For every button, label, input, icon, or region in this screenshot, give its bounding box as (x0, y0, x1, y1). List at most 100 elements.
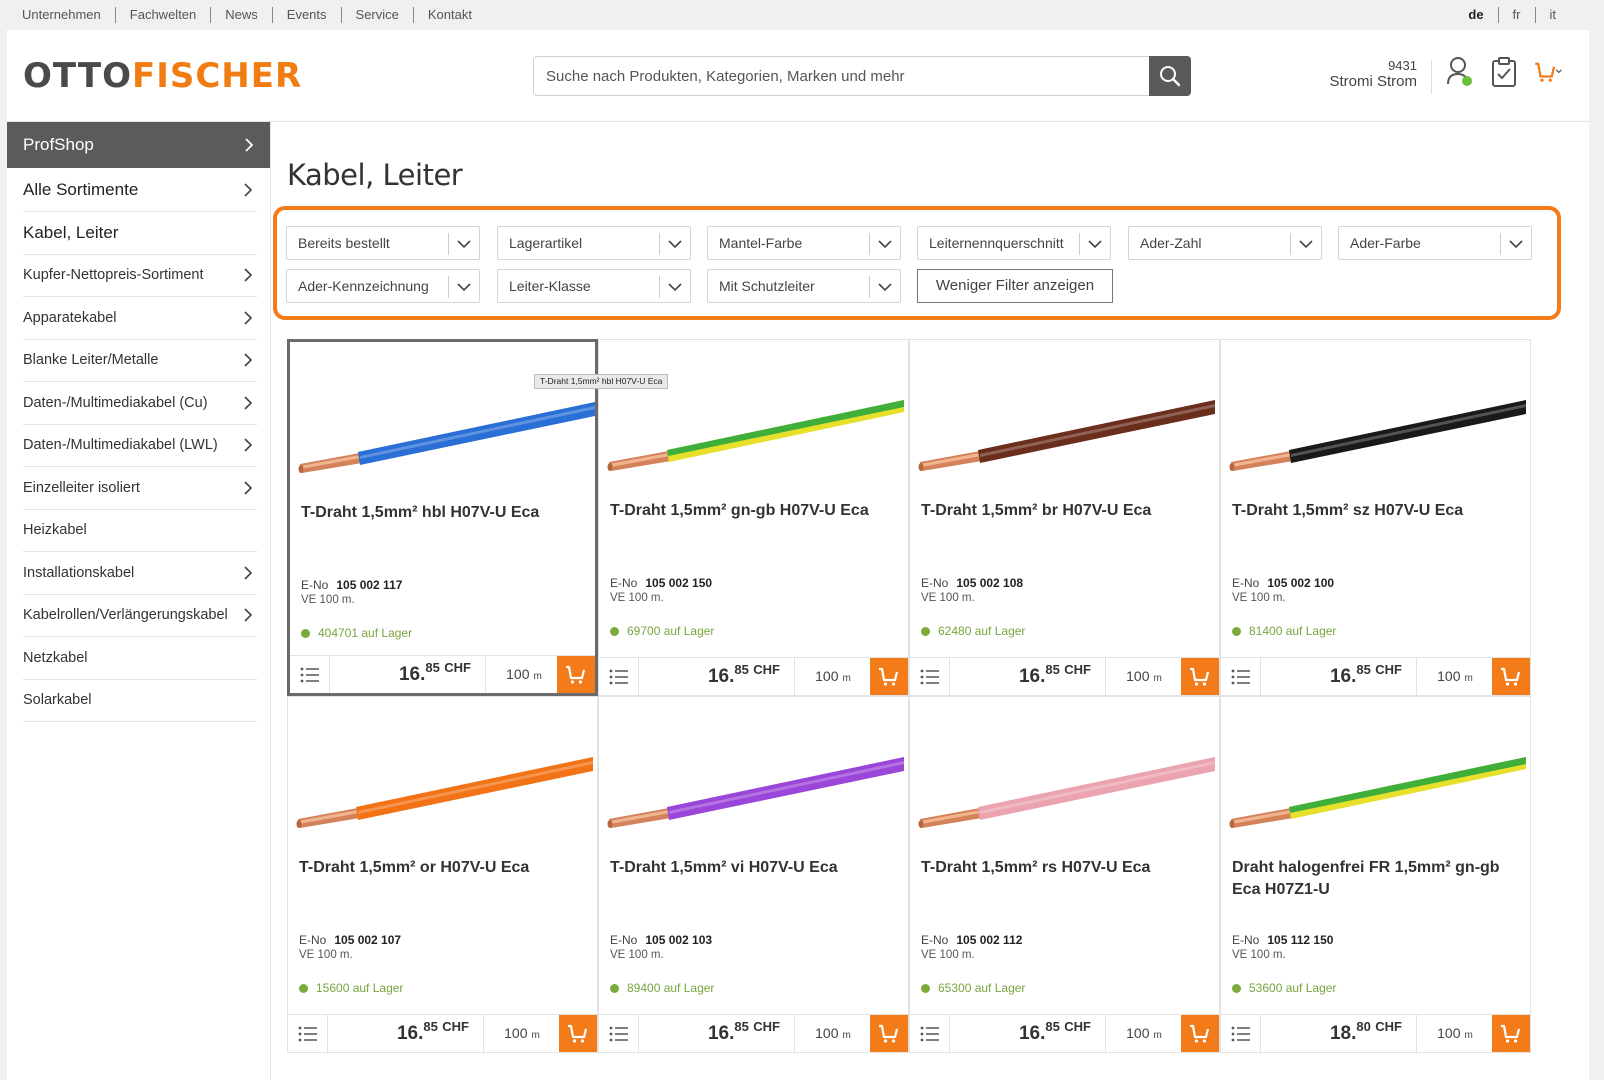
product-card[interactable]: T-Draht 1,5mm² hbl H07V-U Eca E-No 105 002… (287, 339, 598, 696)
filter-dropdown[interactable]: Mit Schutzleiter (707, 269, 901, 303)
quantity-input[interactable]: 100 m (795, 658, 871, 695)
add-to-list-button[interactable] (910, 658, 950, 695)
add-to-cart-button[interactable] (559, 1015, 597, 1052)
quantity-input[interactable]: 100 m (1417, 658, 1493, 695)
product-name[interactable]: Draht halogenfrei FR 1,5mm² gn-gb Eca H0… (1232, 859, 1500, 898)
filter-dropdown[interactable]: Leiternennquerschnitt (917, 226, 1111, 260)
filter-dropdown[interactable]: Lagerartikel (497, 226, 691, 260)
sidebar-item[interactable]: Einzelleiter isoliert (23, 467, 257, 510)
quantity-unit: m (1153, 1030, 1162, 1041)
sidebar-item[interactable]: Kupfer-Nettopreis-Sortiment (23, 255, 257, 297)
product-name[interactable]: T-Draht 1,5mm² sz H07V-U Eca (1232, 502, 1464, 519)
top-link-events[interactable]: Events (271, 7, 341, 23)
sidebar-item[interactable]: Alle Sortimente (23, 168, 257, 212)
quantity-input[interactable]: 100 m (484, 1015, 560, 1052)
product-name[interactable]: T-Draht 1,5mm² or H07V-U Eca (299, 859, 530, 876)
add-to-list-button[interactable] (599, 1015, 639, 1052)
product-image[interactable] (599, 350, 910, 480)
clipboard-icon[interactable] (1489, 54, 1519, 90)
product-card[interactable]: T-Draht 1,5mm² or H07V-U Eca E-No 105 002 … (287, 696, 598, 1053)
sidebar-item[interactable]: Daten-/Multimediakabel (LWL) (23, 425, 257, 467)
top-link-unternehmen[interactable]: Unternehmen (22, 7, 101, 22)
product-card[interactable]: T-Draht 1,5mm² vi H07V-U Eca E-No 105 002 … (598, 696, 909, 1053)
quantity-input[interactable]: 100 m (486, 656, 562, 693)
add-to-cart-button[interactable] (1181, 1015, 1219, 1052)
price-currency: CHF (753, 1019, 780, 1034)
product-footer: 16.85 CHF 100 m (290, 655, 595, 693)
quantity-value: 100 (506, 666, 530, 682)
filter-dropdown[interactable]: Leiter-Klasse (497, 269, 691, 303)
sidebar-item[interactable]: Apparatekabel (23, 297, 257, 340)
add-to-cart-button[interactable] (1492, 658, 1530, 695)
product-name[interactable]: T-Draht 1,5mm² rs H07V-U Eca (921, 859, 1151, 876)
product-ve: VE 100 m. (299, 949, 353, 961)
product-image[interactable] (1221, 707, 1532, 837)
add-to-list-button[interactable] (1221, 658, 1261, 695)
sidebar-item[interactable]: Blanke Leiter/Metalle (23, 340, 257, 382)
quantity-input[interactable]: 100 m (795, 1015, 871, 1052)
sidebar-item[interactable]: Kabelrollen/Verlängerungskabel (23, 595, 257, 637)
sidebar-item[interactable]: Installationskabel (23, 552, 257, 595)
add-to-cart-button[interactable] (1492, 1015, 1530, 1052)
product-name[interactable]: T-Draht 1,5mm² hbl H07V-U Eca (301, 504, 540, 521)
product-card[interactable]: T-Draht 1,5mm² br H07V-U Eca E-No 105 002 … (909, 339, 1220, 696)
top-link-service[interactable]: Service (340, 7, 413, 23)
filter-dropdown[interactable]: Ader-Farbe (1338, 226, 1532, 260)
filter-separator (1500, 233, 1501, 255)
add-to-list-button[interactable] (599, 658, 639, 695)
add-to-list-button[interactable] (1221, 1015, 1261, 1052)
top-link-kontakt[interactable]: Kontakt (412, 7, 486, 23)
logo[interactable]: OTTOFISCHER (23, 56, 302, 96)
product-image[interactable] (910, 707, 1221, 837)
less-filters-button[interactable]: Weniger Filter anzeigen (917, 269, 1113, 303)
lang-it[interactable]: it (1534, 7, 1556, 23)
add-to-cart-button[interactable] (870, 1015, 908, 1052)
filter-dropdown[interactable]: Bereits bestellt (286, 226, 480, 260)
product-card[interactable]: T-Draht 1,5mm² sz H07V-U Eca E-No 105 002 … (1220, 339, 1531, 696)
add-to-list-button[interactable] (910, 1015, 950, 1052)
product-card[interactable]: Draht halogenfrei FR 1,5mm² gn-gb Eca H0… (1220, 696, 1531, 1053)
account-info[interactable]: 9431 Stromi Strom (1297, 58, 1417, 90)
lang-fr[interactable]: fr (1497, 7, 1535, 23)
user-icon[interactable] (1445, 54, 1475, 90)
product-card[interactable]: T-Draht 1,5mm² gn-gb H07V-U Eca E-No 105 0… (598, 339, 909, 696)
quantity-input[interactable]: 100 m (1417, 1015, 1493, 1052)
quantity-input[interactable]: 100 m (1106, 658, 1182, 695)
add-to-cart-button[interactable] (1181, 658, 1219, 695)
sidebar-item[interactable]: Netzkabel (23, 637, 257, 680)
top-link-news[interactable]: News (210, 7, 272, 23)
product-image[interactable] (599, 707, 910, 837)
search-button[interactable] (1149, 56, 1191, 96)
filter-dropdown[interactable]: Ader-Zahl (1128, 226, 1322, 260)
sidebar-item-label: Installationskabel (23, 564, 135, 581)
sidebar-item[interactable]: Heizkabel (23, 510, 257, 552)
filter-dropdown[interactable]: Mantel-Farbe (707, 226, 901, 260)
header-icons (1445, 54, 1563, 90)
top-link-fachwelten[interactable]: Fachwelten (114, 7, 210, 23)
product-name[interactable]: T-Draht 1,5mm² br H07V-U Eca (921, 502, 1152, 519)
lang-de[interactable]: de (1468, 7, 1484, 22)
sidebar-item[interactable]: Kabel, Leiter (23, 212, 257, 255)
add-to-list-button[interactable] (288, 1015, 328, 1052)
sidebar-head-profshop[interactable]: ProfShop (7, 122, 270, 168)
product-name[interactable]: T-Draht 1,5mm² vi H07V-U Eca (610, 859, 838, 876)
sidebar-item[interactable]: Daten-/Multimediakabel (Cu) (23, 382, 257, 425)
filter-dropdown[interactable]: Ader-Kennzeichnung (286, 269, 480, 303)
product-name[interactable]: T-Draht 1,5mm² gn-gb H07V-U Eca (610, 502, 869, 519)
product-card[interactable]: T-Draht 1,5mm² rs H07V-U Eca E-No 105 002 … (909, 696, 1220, 1053)
product-image[interactable] (1221, 350, 1532, 480)
chevron-down-icon (457, 240, 471, 249)
product-price: 16.85 CHF (639, 1015, 795, 1052)
cart-icon[interactable] (1533, 54, 1563, 90)
add-to-cart-button[interactable] (870, 658, 908, 695)
product-image[interactable] (910, 350, 1221, 480)
quantity-input[interactable]: 100 m (1106, 1015, 1182, 1052)
product-image[interactable] (288, 707, 599, 837)
add-to-list-button[interactable] (290, 656, 330, 693)
stock-label: 15600 auf Lager (316, 981, 404, 995)
search-input[interactable] (534, 57, 1134, 95)
product-eno: E-No 105 002 107 (299, 933, 401, 947)
add-to-cart-button[interactable] (557, 656, 595, 693)
product-image[interactable] (290, 352, 601, 482)
sidebar-item[interactable]: Solarkabel (23, 680, 257, 722)
